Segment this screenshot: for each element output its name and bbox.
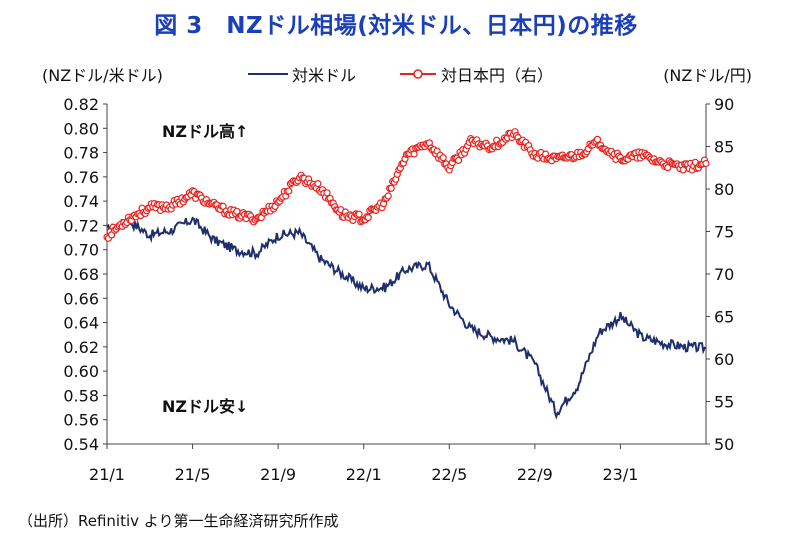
left-tick-label: 0.74 — [63, 192, 99, 211]
left-tick-label: 0.76 — [63, 168, 99, 187]
series-jpy-point — [364, 214, 372, 222]
right-tick-label: 90 — [714, 95, 734, 114]
chart-plot — [103, 128, 710, 420]
series-jpy-point — [384, 192, 392, 200]
series-jpy-point — [410, 150, 418, 158]
series-jpy-point — [702, 159, 710, 168]
annotation-nzd-down: NZドル安↓ — [162, 397, 248, 416]
legend-usd-label: 対米ドル — [292, 66, 357, 85]
legend-jpy-label: 対日本円（右） — [441, 66, 554, 85]
chart-title: 図 3 NZドル相場(対米ドル、日本円)の推移 — [154, 13, 638, 39]
right-tick-label: 85 — [714, 138, 734, 157]
x-tick-label: 23/1 — [602, 465, 638, 484]
left-tick-label: 0.82 — [63, 95, 99, 114]
left-tick-label: 0.56 — [63, 411, 99, 430]
right-tick-label: 80 — [714, 180, 734, 199]
series-jpy-point — [679, 166, 687, 174]
left-tick-label: 0.62 — [63, 338, 99, 357]
annotation-nzd-up: NZドル高↑ — [162, 122, 248, 141]
left-tick-label: 0.72 — [63, 216, 99, 235]
right-axis-unit: (NZドル/円) — [663, 66, 752, 85]
chart-axes: 0.54 0.56 0.58 0.60 0.62 0.64 0.66 0.68 0.70 0.72… — [63, 95, 734, 484]
source-note: （出所）Refinitiv より第一生命経済研究所作成 — [18, 512, 339, 530]
left-tick-label: 0.60 — [63, 362, 99, 381]
left-tick-label: 0.78 — [63, 144, 99, 163]
series-usd-line — [106, 215, 707, 420]
legend-usd-swatch — [248, 73, 288, 75]
legend-jpy-marker — [413, 69, 423, 79]
series-jpy-point — [219, 202, 227, 210]
left-tick-label: 0.66 — [63, 289, 99, 308]
series-jpy-point — [664, 164, 672, 172]
x-tick-label: 22/9 — [517, 465, 553, 484]
series-jpy-point — [355, 210, 363, 218]
x-tick-label: 21/1 — [89, 465, 125, 484]
right-tick-label: 60 — [714, 350, 734, 369]
series-jpy-point — [387, 184, 395, 192]
left-tick-label: 0.54 — [63, 435, 99, 454]
series-jpy-point — [233, 207, 241, 215]
left-tick-label: 0.64 — [63, 314, 99, 333]
left-tick-label: 0.70 — [63, 241, 99, 260]
x-tick-label: 22/5 — [431, 465, 467, 484]
left-axis-unit: (NZドル/米ドル) — [42, 66, 163, 85]
series-jpy-point — [439, 154, 447, 162]
series-jpy-point — [285, 187, 293, 195]
right-tick-label: 55 — [714, 393, 734, 412]
right-tick-label: 50 — [714, 435, 734, 454]
x-tick-label: 21/5 — [175, 465, 211, 484]
right-tick-label: 70 — [714, 265, 734, 284]
x-tick-label: 22/1 — [346, 465, 382, 484]
right-tick-label: 75 — [714, 223, 734, 242]
left-tick-label: 0.58 — [63, 386, 99, 405]
left-tick-label: 0.80 — [63, 119, 99, 138]
series-jpy-point — [314, 180, 322, 188]
x-tick-label: 21/9 — [260, 465, 296, 484]
left-tick-label: 0.68 — [63, 265, 99, 284]
right-tick-label: 65 — [714, 308, 734, 327]
series-jpy-point — [454, 156, 463, 164]
series-jpy-point — [593, 135, 602, 143]
